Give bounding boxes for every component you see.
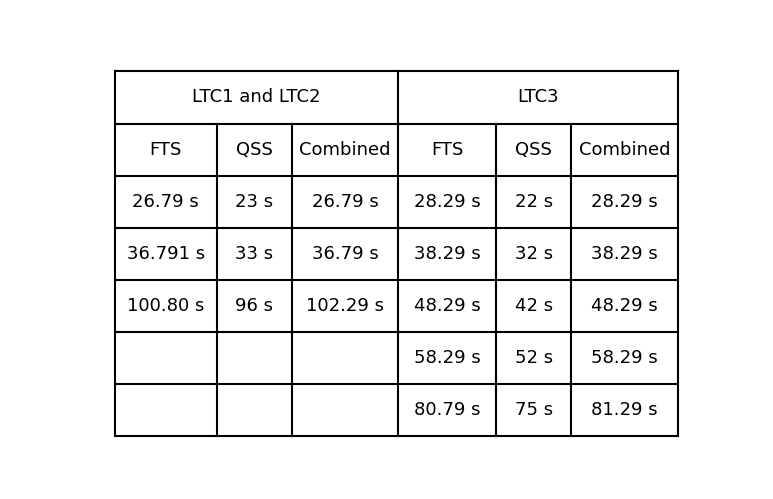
Text: 28.29 s: 28.29 s: [591, 193, 658, 211]
Text: 75 s: 75 s: [515, 401, 553, 419]
Text: 100.80 s: 100.80 s: [127, 297, 204, 315]
Text: 52 s: 52 s: [515, 349, 553, 367]
Text: 22 s: 22 s: [515, 193, 553, 211]
Text: 32 s: 32 s: [515, 245, 553, 263]
Text: 48.29 s: 48.29 s: [414, 297, 481, 315]
Text: 26.79 s: 26.79 s: [312, 193, 379, 211]
Text: QSS: QSS: [515, 141, 552, 159]
Text: FTS: FTS: [149, 141, 182, 159]
Text: 36.791 s: 36.791 s: [127, 245, 205, 263]
Text: 48.29 s: 48.29 s: [591, 297, 658, 315]
Text: 23 s: 23 s: [235, 193, 274, 211]
Text: LTC1 and LTC2: LTC1 and LTC2: [192, 88, 321, 106]
Text: 58.29 s: 58.29 s: [591, 349, 658, 367]
Text: 38.29 s: 38.29 s: [414, 245, 481, 263]
Text: 81.29 s: 81.29 s: [591, 401, 658, 419]
Text: 58.29 s: 58.29 s: [414, 349, 481, 367]
Text: Combined: Combined: [299, 141, 391, 159]
Text: 102.29 s: 102.29 s: [306, 297, 384, 315]
Text: 28.29 s: 28.29 s: [414, 193, 481, 211]
Text: LTC3: LTC3: [517, 88, 559, 106]
Text: FTS: FTS: [431, 141, 463, 159]
Text: 26.79 s: 26.79 s: [132, 193, 199, 211]
Text: QSS: QSS: [236, 141, 273, 159]
Text: 80.79 s: 80.79 s: [414, 401, 480, 419]
Text: 96 s: 96 s: [235, 297, 274, 315]
Text: 36.79 s: 36.79 s: [312, 245, 379, 263]
Text: Combined: Combined: [579, 141, 670, 159]
Text: 33 s: 33 s: [235, 245, 274, 263]
Text: 42 s: 42 s: [515, 297, 553, 315]
Text: 38.29 s: 38.29 s: [591, 245, 658, 263]
